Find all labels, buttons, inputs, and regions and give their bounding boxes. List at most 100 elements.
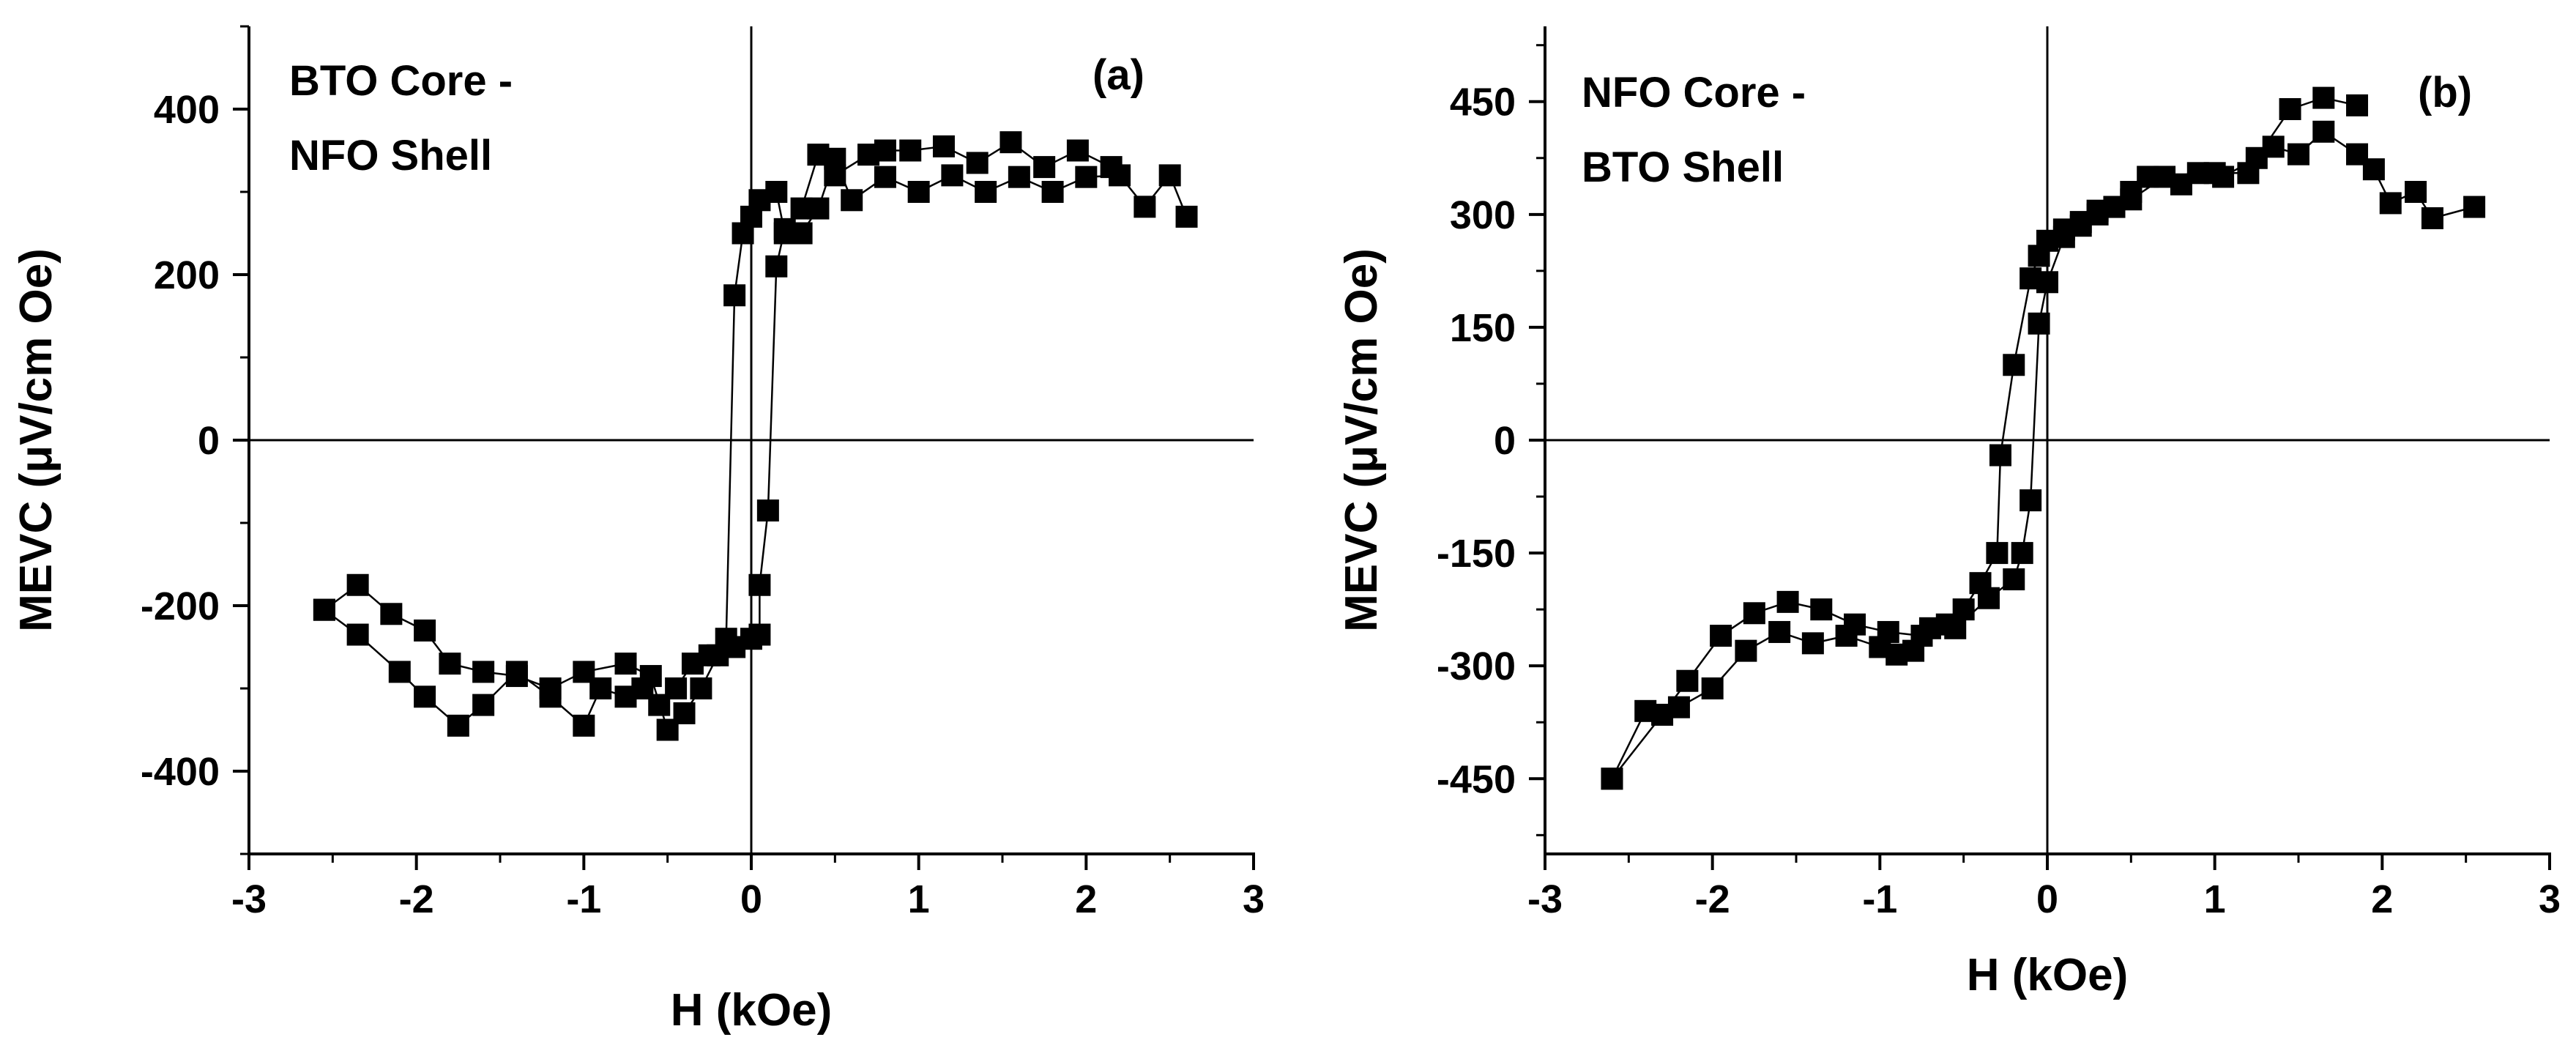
data-point [2186,162,2209,185]
panel-title-line: NFO Core - [1582,69,1806,116]
data-point [681,653,704,675]
data-point [1844,613,1866,636]
data-point [1033,156,1056,179]
data-point [1701,677,1724,699]
y-axis-label: MEVC (μV/cm Oe) [1336,248,1387,632]
data-point [732,222,754,245]
data-point [748,573,771,596]
data-point [824,164,846,187]
data-point [1041,181,1064,203]
y-tick-label: 0 [1494,419,1516,463]
data-point [1175,205,1198,228]
y-tick-label: -300 [1437,644,1516,688]
data-point [472,661,495,683]
data-point [1100,156,1123,179]
data-point [2346,143,2369,166]
data-point [2287,143,2309,166]
y-tick-label: 150 [1450,306,1516,350]
data-point [790,197,813,220]
data-point [2154,166,2176,188]
y-tick-label: 0 [198,419,220,463]
data-point [472,694,495,716]
x-tick-label: -2 [399,877,434,921]
data-point [439,653,461,675]
y-tick-label: 200 [154,253,220,297]
data-point [447,714,469,737]
data-point [1801,632,1824,655]
data-point [874,139,896,162]
x-tick-label: 3 [2539,877,2561,921]
data-point [388,661,411,683]
data-point [1735,639,1757,662]
data-point [2312,86,2335,109]
x-tick-label: 0 [740,877,762,921]
x-tick-label: -1 [566,877,601,921]
x-tick-label: 2 [1075,877,1097,921]
data-point [999,131,1022,154]
data-point [346,573,369,596]
data-point [614,685,637,708]
data-point [673,702,696,724]
data-point [573,661,595,683]
panel-label: (a) [1092,51,1144,99]
data-point [380,603,403,625]
data-point [2405,181,2427,203]
data-point [765,255,788,278]
data-point [756,499,779,522]
chart-panel-b: -3 -2 -1 0 1 2 3 -450 -300 -150 0 150 300 450 H (kOe) M… [1336,26,2561,1000]
panel-title-line: NFO Shell [289,132,492,179]
data-point [1944,617,1967,639]
data-point [2421,207,2443,229]
data-point [1676,669,1699,692]
x-tick-label: -3 [1527,877,1563,921]
panel-label: (b) [2418,69,2472,116]
x-tick-label: -1 [1862,877,1897,921]
x-tick-label: -3 [231,877,267,921]
data-point [2463,196,2486,218]
data-point [2379,192,2402,215]
data-point [2003,354,2025,376]
y-axis-label: MEVC (μV/cm Oe) [11,248,62,632]
data-point [1601,768,1623,790]
x-tick-label: 3 [1243,877,1265,921]
data-point [346,623,369,646]
data-point [313,598,335,621]
y-tick-label: -150 [1437,532,1516,576]
data-point [1075,166,1098,188]
data-point [690,677,712,699]
data-point [2028,312,2050,335]
x-axis-label: H (kOe) [671,985,832,1036]
data-point [2346,94,2369,116]
panel-title-line: BTO Shell [1582,144,1784,191]
data-point [2245,146,2268,169]
data-point [1158,164,1181,187]
data-point [1989,444,2011,467]
data-point [1986,542,2009,565]
data-point [1877,620,1899,643]
chart-panel-a: -3 -2 -1 0 1 2 3 -400 -200 0 200 400 H (kOe) MEVC (μV… [11,25,1265,1036]
x-tick-label: 2 [2371,877,2393,921]
data-point [1008,166,1030,188]
y-tick-label: 300 [1450,193,1516,237]
data-point [2312,120,2335,143]
x-tick-label: -2 [1695,877,1730,921]
data-point [414,619,436,642]
data-point [2036,271,2058,294]
data-point [874,166,896,188]
data-point [539,677,562,699]
data-point [748,623,771,646]
data-point [966,152,989,174]
data-point [573,714,595,737]
y-tick-label: -200 [141,584,220,628]
x-tick-label: 1 [908,877,930,921]
y-tick-label: -400 [141,750,220,794]
data-point [2212,166,2235,188]
data-point [1710,625,1732,647]
data-point [932,135,955,157]
data-point [2279,98,2301,120]
data-point [505,665,528,688]
data-point [807,144,830,166]
data-point [1768,620,1791,643]
x-axis-label: H (kOe) [1967,950,2128,1000]
